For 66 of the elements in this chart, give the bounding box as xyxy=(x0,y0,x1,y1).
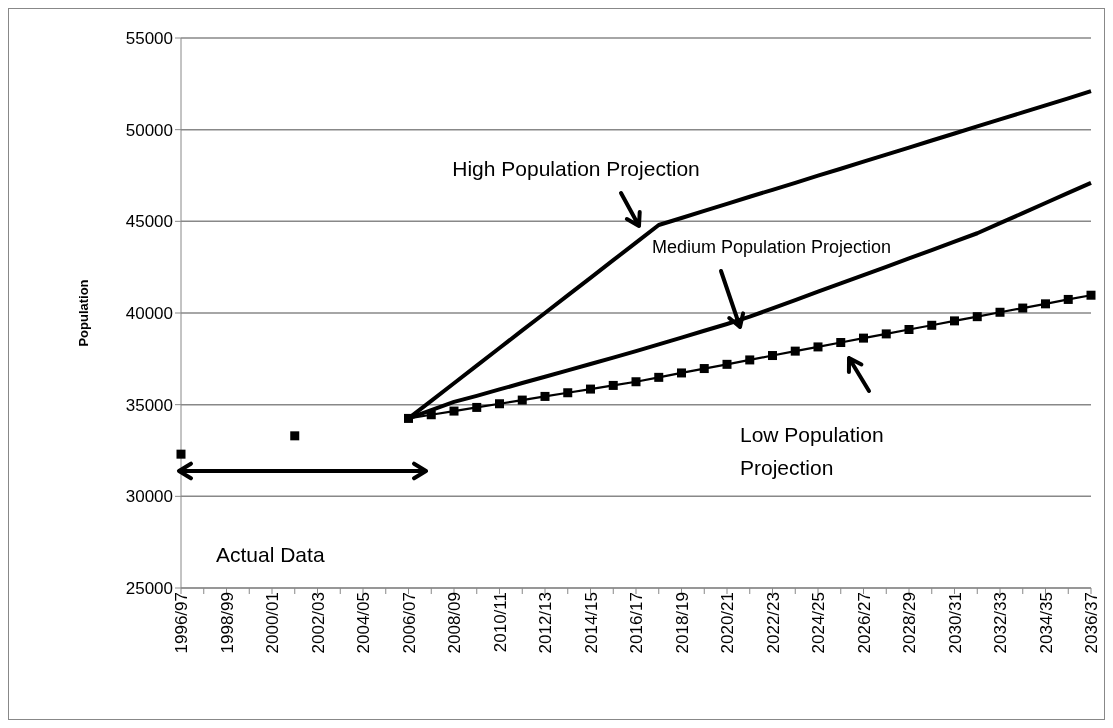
point xyxy=(1086,290,1096,300)
x-tick-label: 2024/25 xyxy=(809,592,829,654)
point xyxy=(404,413,413,423)
x-tick-label: 2026/27 xyxy=(854,592,874,654)
point xyxy=(790,346,800,356)
point xyxy=(904,325,914,334)
point xyxy=(768,351,777,361)
annotation: Medium Population Projection xyxy=(652,237,892,257)
x-tick-label: 2004/05 xyxy=(354,592,374,654)
point xyxy=(927,320,937,330)
x-tick-label: 2030/31 xyxy=(945,592,965,654)
point xyxy=(972,312,982,322)
point xyxy=(176,449,186,459)
x-tick-label: 2000/01 xyxy=(263,592,283,654)
x-tick-label: 2028/29 xyxy=(900,592,920,654)
x-tick-label: 2018/19 xyxy=(672,592,692,654)
point xyxy=(563,388,573,398)
point xyxy=(290,431,300,441)
x-tick-label: 1996/97 xyxy=(172,592,192,654)
point xyxy=(995,307,1005,317)
x-tick-label: 2006/07 xyxy=(399,592,419,654)
point xyxy=(813,342,823,352)
point xyxy=(495,399,504,409)
x-tick-label: 2012/13 xyxy=(536,592,556,654)
y-axis-title: Population xyxy=(75,279,91,347)
point xyxy=(950,316,959,326)
x-tick-label: 2008/09 xyxy=(445,592,465,654)
point xyxy=(517,395,527,405)
x-tick-label: 2016/17 xyxy=(627,592,647,654)
x-tick-label: 2032/33 xyxy=(991,592,1011,654)
y-tick-label: 35000 xyxy=(125,395,173,415)
x-tick-label: 2020/21 xyxy=(718,592,738,654)
x-tick-label: 2014/15 xyxy=(581,592,601,654)
y-tick-label: 40000 xyxy=(125,304,173,324)
point xyxy=(586,384,595,394)
y-tick-label: 50000 xyxy=(125,120,173,140)
y-tick-label: 45000 xyxy=(125,212,173,232)
point xyxy=(881,329,891,339)
point xyxy=(449,406,459,416)
point xyxy=(722,359,732,369)
annotation: High Population Projection xyxy=(452,157,700,180)
point xyxy=(677,368,686,378)
point xyxy=(1063,294,1073,304)
point xyxy=(631,377,641,387)
point xyxy=(608,380,618,390)
point xyxy=(836,338,846,348)
x-tick-label: 2002/03 xyxy=(308,592,328,654)
y-tick-label: 30000 xyxy=(125,487,173,507)
x-tick-label: 2036/37 xyxy=(1082,592,1102,654)
point xyxy=(654,372,664,382)
point xyxy=(699,364,709,374)
point xyxy=(540,391,550,401)
point xyxy=(472,402,482,412)
annotation: Actual Data xyxy=(216,543,325,566)
point xyxy=(745,355,755,365)
y-tick-label: 25000 xyxy=(125,579,173,599)
y-tick-label: 55000 xyxy=(125,29,173,49)
point xyxy=(1018,303,1028,313)
x-tick-label: 2010/11 xyxy=(490,592,510,653)
point xyxy=(426,410,436,420)
x-tick-label: 2034/35 xyxy=(1036,592,1056,654)
annotation: Low Population Projection xyxy=(740,423,884,479)
x-tick-label: 1998/99 xyxy=(217,592,237,654)
x-tick-label: 2022/23 xyxy=(763,592,783,654)
point xyxy=(1041,299,1050,309)
point xyxy=(859,333,868,343)
